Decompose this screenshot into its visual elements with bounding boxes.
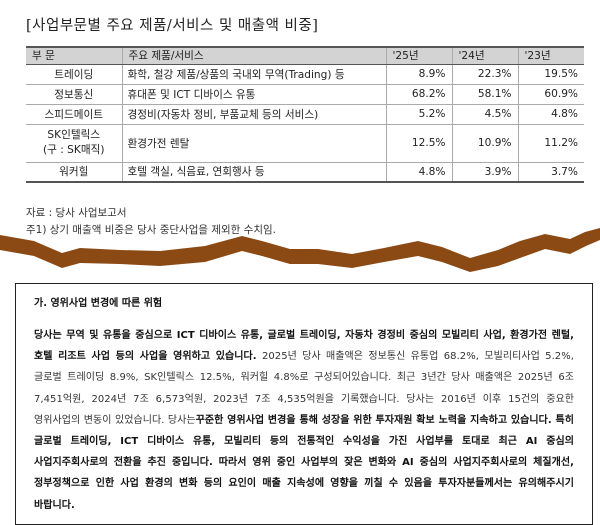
header-y25: '25년 [385,46,452,65]
share-2024: 58.1% [451,84,518,105]
share-2024: 10.9% [451,124,518,163]
share-2025: 4.8% [385,162,452,183]
product-desc: 경정비(자동차 정비, 부품교체 등의 서비스) [121,104,386,125]
share-2023: 4.8% [517,104,584,125]
footnote: 주1) 상기 매출액 비중은 당사 중단사업을 제외한 수치임. [26,224,276,236]
header-product: 주요 제품/서비스 [121,46,386,65]
share-2025: 8.9% [385,64,452,85]
segment-name: 워커힐 [26,162,122,183]
share-2025: 5.2% [385,104,452,125]
product-desc: 호텔 객실, 식음료, 연회행사 등 [121,162,386,183]
risk-text-box: 가. 영위사업 변경에 따른 위험 당사는 무역 및 유통을 중심으로 ICT … [15,283,593,525]
risk-bold-conclusion: 꾸준한 영위사업 변경을 통해 성장을 위한 투자재원 확보 노력을 지속하고 … [34,414,574,511]
table-row: 스피드메이트 경정비(자동차 정비, 부품교체 등의 서비스) 5.2% 4.5… [26,104,584,125]
table-row: SK인텔릭스 (구 : SK매직) 환경가전 렌탈 12.5% 10.9% 11… [26,124,584,163]
source-note: 자료 : 당사 사업보고서 [26,207,127,219]
section-title: [사업부문별 주요 제품/서비스 및 매출액 비중] [26,18,319,34]
risk-paragraph: 당사는 무역 및 유통을 중심으로 ICT 디바이스 유통, 글로벌 트레이딩,… [34,325,574,516]
share-2023: 3.7% [517,162,584,183]
share-2025: 68.2% [385,84,452,105]
product-desc: 휴대폰 및 ICT 디바이스 유통 [121,84,386,105]
table-row: 정보통신 휴대폰 및 ICT 디바이스 유통 68.2% 58.1% 60.9% [26,84,584,105]
share-2024: 4.5% [451,104,518,125]
segment-name: SK인텔릭스 (구 : SK매직) [26,124,122,163]
segment-name: 스피드메이트 [26,104,122,125]
table-row: 워커힐 호텔 객실, 식음료, 연회행사 등 4.8% 3.9% 3.7% [26,162,584,183]
table-row: 트레이딩 화학, 철강 제품/상품의 국내외 무역(Trading) 등 8.9… [26,64,584,85]
share-2025: 12.5% [385,124,452,163]
share-2024: 3.9% [451,162,518,183]
share-2023: 11.2% [517,124,584,163]
segment-name: 트레이딩 [26,64,122,85]
share-2023: 19.5% [517,64,584,85]
header-segment: 부 문 [26,46,122,65]
share-2023: 60.9% [517,84,584,105]
product-desc: 환경가전 렌탈 [121,124,386,163]
share-2024: 22.3% [451,64,518,85]
table-header-row: 부 문 주요 제품/서비스 '25년 '24년 '23년 [26,46,584,65]
header-y24: '24년 [451,46,518,65]
header-y23: '23년 [517,46,584,65]
risk-body-text: 2025년 당사 매출액은 정보통신 유통업 68.2%, 모빌리티사업 5.2… [34,351,574,426]
segment-name: 정보통신 [26,84,122,105]
risk-heading: 가. 영위사업 변경에 따른 위험 [34,298,163,309]
segment-name-line: SK인텔릭스 [47,129,101,141]
product-desc: 화학, 철강 제품/상품의 국내외 무역(Trading) 등 [121,64,386,85]
segment-revenue-table: 부 문 주요 제품/서비스 '25년 '24년 '23년 트레이딩 화학, 철강… [26,46,584,183]
risk-bold-lead: 당사는 무역 및 유통을 중심으로 ICT 디바이스 유통, 글로벌 트레이딩,… [34,330,574,363]
torn-edge [0,228,600,272]
table-clipping: [사업부문별 주요 제품/서비스 및 매출액 비중] 부 문 주요 제품/서비스… [0,18,600,272]
segment-former-name: (구 : SK매직) [43,144,105,156]
